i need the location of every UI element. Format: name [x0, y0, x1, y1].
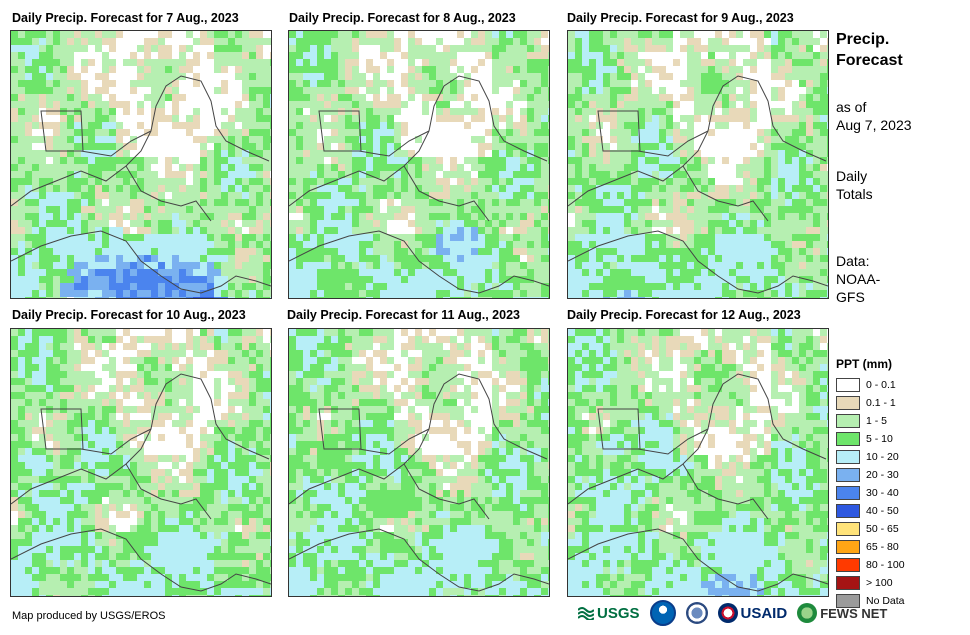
legend-item: 5 - 10	[836, 430, 905, 448]
panel-title: Daily Precip. Forecast for 12 Aug., 2023	[567, 308, 801, 322]
data-source: Data: NOAA- GFS	[836, 252, 880, 306]
as-of-value: Aug 7, 2023	[836, 117, 912, 133]
as-of-label: as of	[836, 99, 867, 115]
totals-line: Totals	[836, 186, 873, 202]
forecast-title: Precip. Forecast	[836, 29, 903, 71]
legend-item: 20 - 30	[836, 466, 905, 484]
legend-item: 0.1 - 1	[836, 394, 905, 412]
legend-swatch	[836, 504, 860, 518]
legend-label: > 100	[866, 577, 893, 589]
legend-item: 10 - 20	[836, 448, 905, 466]
legend-swatch	[836, 486, 860, 500]
legend-item: No Data	[836, 592, 905, 610]
panel-title: Daily Precip. Forecast for 7 Aug., 2023	[12, 11, 239, 25]
legend-label: 80 - 100	[866, 559, 905, 571]
legend-swatch	[836, 540, 860, 554]
fews-globe-icon	[797, 603, 818, 623]
legend-label: 10 - 20	[866, 451, 899, 463]
legend-item: 0 - 0.1	[836, 376, 905, 394]
legend-label: 0.1 - 1	[866, 397, 896, 409]
usgs-wave-icon	[578, 607, 594, 620]
legend-label: 1 - 5	[866, 415, 888, 427]
legend-swatch	[836, 576, 860, 590]
precip-map	[567, 30, 829, 299]
legend-label: 40 - 50	[866, 505, 899, 517]
legend-swatch	[836, 558, 860, 572]
legend-swatch	[836, 378, 860, 392]
noaa-logo-icon	[649, 600, 676, 626]
legend-item: 40 - 50	[836, 502, 905, 520]
usaid-seal-icon	[717, 603, 738, 623]
panel-title: Daily Precip. Forecast for 9 Aug., 2023	[567, 11, 794, 25]
precip-map	[10, 328, 272, 597]
fews-logo: FEWS NET	[797, 603, 887, 623]
legend-swatch	[836, 594, 860, 608]
legend-item: > 100	[836, 574, 905, 592]
as-of-date: as of Aug 7, 2023	[836, 98, 912, 134]
map-svg	[289, 329, 549, 596]
usgs-logo-text: USGS	[597, 604, 640, 622]
title-line: Precip.	[836, 31, 890, 48]
map-svg	[568, 329, 828, 596]
legend-label: No Data	[866, 595, 905, 607]
legend-label: 0 - 0.1	[866, 379, 896, 391]
map-svg	[568, 31, 828, 298]
map-svg	[11, 31, 271, 298]
legend-swatch	[836, 522, 860, 536]
legend-label: 50 - 65	[866, 523, 899, 535]
usgs-logo: USGS	[578, 605, 640, 622]
data-line: GFS	[836, 289, 865, 305]
data-line: Data:	[836, 253, 870, 269]
legend-swatch	[836, 396, 860, 410]
logo-bar: USGS USAID FEWS NET	[578, 600, 887, 626]
map-credit: Map produced by USGS/EROS	[12, 610, 166, 622]
legend-item: 50 - 65	[836, 520, 905, 538]
legend-label: 30 - 40	[866, 487, 899, 499]
legend-title: PPT (mm)	[836, 357, 893, 371]
totals-line: Daily	[836, 168, 868, 184]
legend-item: 1 - 5	[836, 412, 905, 430]
precip-map	[288, 328, 550, 597]
fews-logo-text: FEWS NET	[820, 605, 888, 621]
totals-note: Daily Totals	[836, 167, 873, 203]
data-line: NOAA-	[836, 271, 881, 287]
precip-legend: PPT (mm) 0 - 0.1 0.1 - 1 1 - 5 5 - 10 10 - 2…	[836, 357, 905, 610]
usaid-logo: USAID	[717, 603, 788, 623]
panel-title: Daily Precip. Forecast for 8 Aug., 2023	[289, 11, 516, 25]
legend-label: 5 - 10	[866, 433, 893, 445]
legend-swatch	[836, 414, 860, 428]
legend-swatch	[836, 468, 860, 482]
legend-label: 65 - 80	[866, 541, 899, 553]
panel-title: Daily Precip. Forecast for 10 Aug., 2023	[12, 308, 246, 322]
panel-title: Daily Precip. Forecast for 11 Aug., 2023	[287, 308, 520, 322]
state-dept-seal-icon	[685, 602, 708, 624]
legend-swatch	[836, 450, 860, 464]
legend-rows: 0 - 0.1 0.1 - 1 1 - 5 5 - 10 10 - 20 20 - 30 3…	[836, 376, 905, 610]
map-svg	[11, 329, 271, 596]
legend-item: 30 - 40	[836, 484, 905, 502]
legend-swatch	[836, 432, 860, 446]
legend-item: 80 - 100	[836, 556, 905, 574]
map-svg	[289, 31, 549, 298]
usaid-logo-text: USAID	[740, 604, 788, 622]
title-line: Forecast	[836, 52, 903, 69]
legend-item: 65 - 80	[836, 538, 905, 556]
precip-map	[567, 328, 829, 597]
precip-map	[10, 30, 272, 299]
legend-label: 20 - 30	[866, 469, 899, 481]
precip-map	[288, 30, 550, 299]
